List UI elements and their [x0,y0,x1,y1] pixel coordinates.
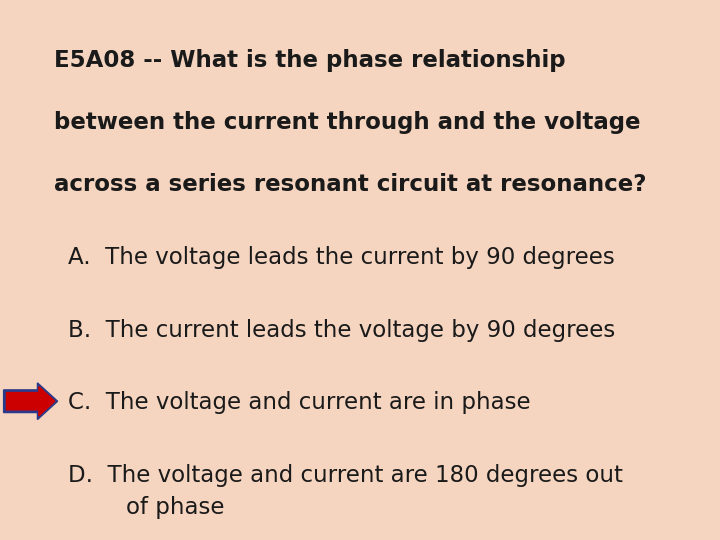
Text: B.  The current leads the voltage by 90 degrees: B. The current leads the voltage by 90 d… [68,319,616,342]
Text: C.  The voltage and current are in phase: C. The voltage and current are in phase [68,392,531,415]
Text: between the current through and the voltage: between the current through and the volt… [54,111,641,134]
Text: A.  The voltage leads the current by 90 degrees: A. The voltage leads the current by 90 d… [68,246,615,269]
Text: D.  The voltage and current are 180 degrees out
        of phase: D. The voltage and current are 180 degre… [68,464,624,519]
FancyArrow shape [6,387,55,416]
Text: across a series resonant circuit at resonance?: across a series resonant circuit at reso… [54,173,647,196]
FancyArrow shape [4,383,58,420]
Text: E5A08 -- What is the phase relationship: E5A08 -- What is the phase relationship [54,49,566,72]
